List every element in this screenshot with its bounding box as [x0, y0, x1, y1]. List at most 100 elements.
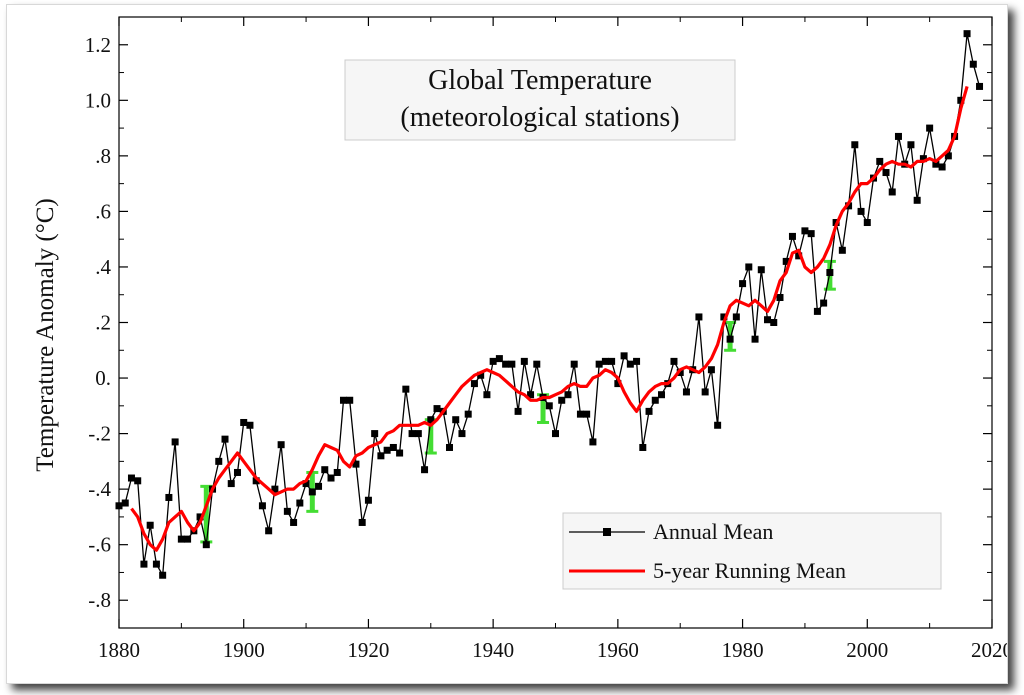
annual-mean-point — [757, 266, 765, 274]
x-tick-label: 1920 — [347, 638, 389, 662]
annual-mean-point — [452, 416, 460, 424]
y-tick-label: -.6 — [88, 533, 111, 557]
annual-mean-point — [533, 360, 541, 368]
y-tick-label: -.2 — [88, 422, 111, 446]
y-tick-label: -.8 — [88, 588, 111, 612]
y-tick-label: .2 — [95, 311, 111, 335]
annual-mean-point — [377, 452, 385, 460]
annual-mean-point — [944, 152, 952, 160]
annual-mean-point — [882, 169, 890, 177]
y-tick-label: 1.0 — [85, 88, 111, 112]
annual-mean-point — [346, 396, 354, 404]
annual-mean-point — [969, 60, 977, 68]
annual-mean-point — [976, 82, 984, 90]
chart-frame: 18801900192019401960198020002020 -.8-.6-… — [6, 4, 1008, 684]
legend-running-label: 5-year Running Mean — [653, 558, 846, 583]
annual-mean-point — [283, 507, 291, 515]
annual-mean-point — [739, 280, 747, 288]
annual-mean-point — [788, 232, 796, 240]
annual-mean-point — [907, 141, 915, 149]
annual-mean-point — [470, 380, 478, 388]
annual-mean-point — [252, 477, 260, 485]
annual-mean-point — [651, 396, 659, 404]
annual-mean-point — [701, 388, 709, 396]
annual-mean-point — [315, 482, 323, 490]
annual-mean-point — [240, 418, 248, 426]
annual-mean-point — [352, 460, 360, 468]
x-tick-label: 1900 — [223, 638, 265, 662]
annual-mean-point — [938, 163, 946, 171]
annual-mean-point — [171, 438, 179, 446]
annual-mean-point — [707, 366, 715, 374]
annual-mean-point — [919, 155, 927, 163]
y-axis-ticks: -.8 -.6 -.4 -.2 0. .2 .4 .6 .8 1.0 1.2 — [85, 16, 992, 629]
annual-mean-point — [782, 257, 790, 265]
annual-mean-point — [383, 446, 391, 454]
annual-mean-point — [339, 396, 347, 404]
temperature-chart: 18801900192019401960198020002020 -.8-.6-… — [32, 16, 1007, 662]
annual-mean-point — [258, 502, 266, 510]
annual-mean-point — [826, 269, 834, 277]
annual-mean-point — [184, 535, 192, 543]
x-tick-label: 1980 — [722, 638, 764, 662]
annual-mean-point — [764, 316, 772, 324]
annual-mean-point — [246, 421, 254, 429]
annual-mean-point — [614, 380, 622, 388]
chart-title: Global Temperature — [428, 65, 652, 96]
annual-mean-point — [926, 124, 934, 132]
annual-mean-point — [495, 355, 503, 363]
annual-mean-point — [321, 466, 329, 474]
annual-mean-point — [127, 474, 135, 482]
annual-mean-point — [558, 396, 566, 404]
annual-mean-point — [732, 313, 740, 321]
annual-mean-point — [445, 443, 453, 451]
annual-mean-point — [402, 385, 410, 393]
annual-mean-point — [626, 360, 634, 368]
annual-mean-point — [601, 357, 609, 365]
annual-mean-point — [489, 357, 497, 365]
annual-mean-point — [570, 360, 578, 368]
x-tick-label: 1960 — [597, 638, 639, 662]
annual-mean-point — [857, 207, 865, 215]
annual-mean-point — [845, 202, 853, 210]
annual-mean-point — [196, 513, 204, 521]
annual-mean-point — [595, 360, 603, 368]
annual-mean-point — [633, 357, 641, 365]
running-mean-series — [130, 85, 969, 552]
annual-mean-point — [115, 502, 123, 510]
annual-mean-point — [745, 263, 753, 271]
chart-subtitle: (meteorological stations) — [400, 102, 679, 133]
annual-mean-point — [552, 430, 559, 438]
legend-annual-marker — [603, 528, 611, 536]
annual-mean-point — [308, 488, 316, 496]
y-tick-label: 0. — [95, 366, 111, 390]
annual-mean-point — [589, 438, 597, 446]
annual-mean-point — [302, 480, 310, 488]
annual-mean-point — [364, 496, 372, 504]
annual-mean-point — [371, 430, 379, 438]
annual-mean-point — [807, 230, 815, 238]
annual-mean-point — [658, 391, 666, 399]
annual-mean-point — [770, 319, 778, 326]
annual-mean-point — [564, 391, 572, 399]
annual-mean-point — [514, 407, 522, 415]
annual-mean-point — [233, 468, 241, 476]
x-tick-label: 1940 — [472, 638, 514, 662]
annual-mean-point — [221, 435, 229, 443]
annual-mean-point — [932, 160, 940, 168]
annual-mean-point — [751, 335, 759, 343]
annual-mean-point — [477, 371, 485, 379]
annual-mean-point — [414, 430, 422, 438]
annual-mean-point — [913, 196, 921, 204]
x-tick-label: 2020 — [971, 638, 1007, 662]
annual-mean-point — [277, 441, 285, 449]
annual-mean-point — [894, 132, 902, 140]
annual-mean-point — [714, 421, 722, 429]
y-axis-title: Temperature Anomaly (°C) — [32, 198, 59, 471]
annual-mean-point — [527, 391, 535, 399]
annual-mean-point — [545, 402, 553, 410]
annual-mean-point — [726, 335, 734, 343]
annual-mean-point — [165, 493, 173, 501]
annual-mean-point — [433, 405, 441, 413]
annual-mean-point — [296, 499, 304, 507]
